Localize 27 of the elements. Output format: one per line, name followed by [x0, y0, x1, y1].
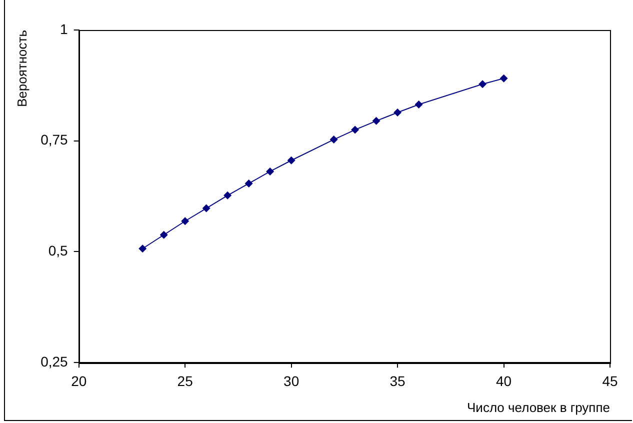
x-tick-label: 20: [71, 372, 87, 389]
point: [138, 244, 147, 253]
x-tick-label: 45: [602, 372, 618, 389]
point: [181, 217, 190, 226]
x-tick-label: 40: [496, 372, 512, 389]
point: [287, 156, 296, 164]
y-axis-title: Вероятность: [14, 30, 30, 107]
point: [160, 230, 168, 239]
point: [330, 136, 338, 144]
point: [266, 167, 274, 176]
point: [224, 191, 232, 200]
point: [372, 116, 380, 125]
x-axis-title: Число человек в группе: [467, 400, 610, 415]
point: [500, 74, 508, 82]
point: [414, 100, 423, 109]
point: [351, 126, 360, 134]
x-tick-label: 35: [390, 372, 406, 389]
y-tick-label: 1: [60, 20, 68, 37]
point: [394, 108, 402, 116]
y-tick-label: 0,25: [40, 353, 68, 370]
point: [202, 204, 210, 212]
y-tick-label: 0,75: [40, 132, 68, 148]
x-tick-label: 25: [177, 372, 194, 389]
point: [478, 80, 487, 88]
point: [244, 179, 253, 188]
y-tick-label: 0,5: [48, 242, 68, 259]
x-tick-label: 30: [284, 372, 300, 389]
